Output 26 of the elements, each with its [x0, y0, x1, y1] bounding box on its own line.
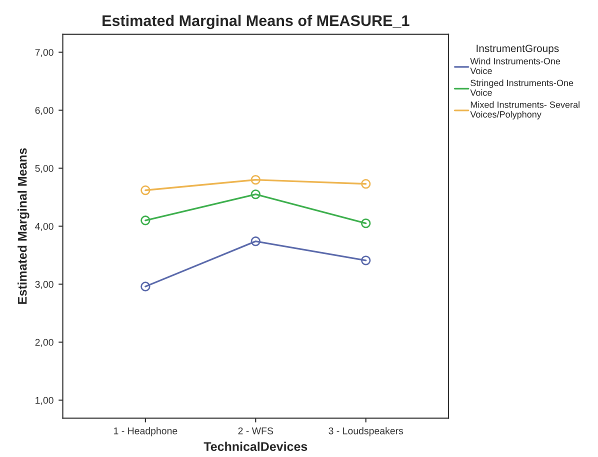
point	[250, 174, 261, 185]
point	[140, 216, 150, 226]
legend-label: Mixed Instruments- Several Voices/Polyphony	[470, 101, 580, 120]
point	[360, 218, 371, 228]
point	[140, 282, 150, 292]
chart-title: Estimated Marginal Means of MEASURE_1	[102, 14, 410, 30]
legend-label: Wind Instruments-One Voice	[470, 58, 560, 74]
point	[250, 236, 261, 246]
point	[360, 179, 371, 189]
y-tick-label: 1,00	[36, 396, 54, 405]
legend-label: Stringed Instruments-One Voice	[470, 80, 574, 96]
point	[140, 185, 150, 196]
point	[250, 189, 261, 200]
y-tick-label: 3,00	[35, 280, 54, 289]
x-tick-label: 2 - WFS	[238, 427, 274, 434]
y-tick-label: 5,00	[35, 164, 54, 173]
x-axis-title: TechnicalDevices	[204, 442, 308, 451]
x-tick-label: 3 - Loudspeakers	[328, 427, 404, 436]
y-tick-label: 2,00	[35, 338, 54, 347]
y-tick-label: 4,00	[35, 222, 54, 231]
x-tick-label: 1 - Headphone	[114, 427, 178, 436]
y-axis-title: Estimated Marginal Means	[18, 148, 30, 304]
point	[360, 256, 371, 266]
y-tick-label: 7,00	[35, 48, 54, 58]
legend-title: InstrumentGroups	[476, 44, 559, 54]
y-tick-label: 6,00	[35, 106, 54, 116]
